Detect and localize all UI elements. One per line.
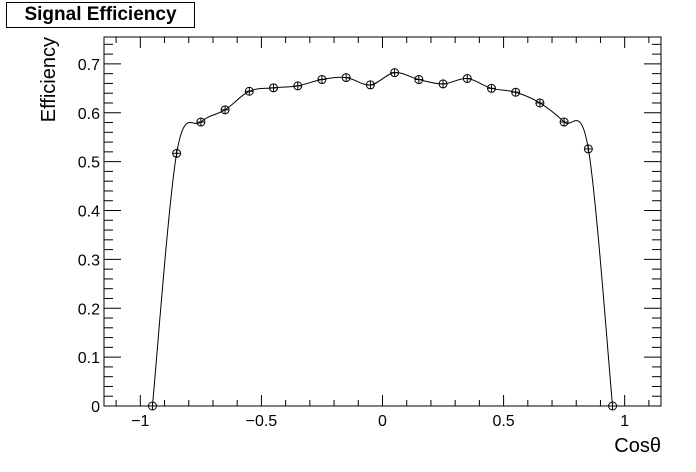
- y-tick-label: 0.5: [78, 155, 100, 172]
- data-point: [583, 144, 593, 154]
- data-point: [196, 117, 206, 127]
- data-point: [269, 83, 279, 93]
- data-point: [317, 75, 327, 85]
- data-point: [172, 148, 182, 158]
- data-point: [414, 75, 424, 85]
- data-point: [390, 68, 400, 78]
- efficiency-curve: [151, 72, 614, 407]
- x-tick-label: 1: [620, 413, 629, 430]
- x-tick-label: 0.5: [492, 413, 514, 430]
- data-point: [486, 83, 496, 93]
- y-tick-label: 0.1: [78, 350, 100, 367]
- data-point: [341, 73, 351, 83]
- y-tick-label: 0.7: [78, 57, 100, 74]
- data-point: [244, 86, 254, 96]
- data-point: [365, 80, 375, 90]
- y-tick-label: 0: [91, 399, 100, 416]
- data-point: [511, 87, 521, 97]
- data-point: [608, 401, 618, 411]
- data-point: [147, 401, 157, 411]
- plot-frame: [103, 36, 662, 407]
- x-tick-label: −1: [131, 413, 149, 430]
- data-point: [293, 81, 303, 91]
- x-axis-title: Cosθ: [614, 435, 661, 457]
- data-point: [438, 79, 448, 89]
- x-tick-label: 0: [378, 413, 387, 430]
- y-tick-label: 0.2: [78, 301, 100, 318]
- data-point: [559, 117, 569, 127]
- data-point: [220, 105, 230, 115]
- x-tick-label: −0.5: [246, 413, 278, 430]
- y-tick-label: 0.6: [78, 106, 100, 123]
- data-point: [535, 98, 545, 108]
- y-tick-label: 0.4: [78, 204, 100, 221]
- y-tick-label: 0.3: [78, 252, 100, 269]
- chart-title: Signal Efficiency: [6, 2, 195, 28]
- data-point: [462, 74, 472, 84]
- y-axis-title: Efficiency: [38, 37, 60, 122]
